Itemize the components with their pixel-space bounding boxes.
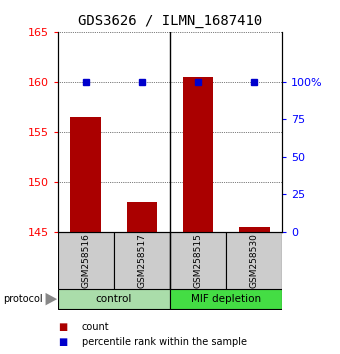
Text: MIF depletion: MIF depletion <box>191 294 261 304</box>
Bar <box>170 289 282 309</box>
Text: GSM258515: GSM258515 <box>193 233 203 288</box>
Text: percentile rank within the sample: percentile rank within the sample <box>82 337 246 347</box>
Bar <box>226 232 282 289</box>
Polygon shape <box>46 293 57 306</box>
Bar <box>126 202 157 232</box>
Bar <box>170 232 226 289</box>
Bar <box>183 77 214 232</box>
Text: ■: ■ <box>58 322 67 332</box>
Title: GDS3626 / ILMN_1687410: GDS3626 / ILMN_1687410 <box>78 14 262 28</box>
Text: ■: ■ <box>58 337 67 347</box>
Bar <box>114 232 170 289</box>
Text: GSM258517: GSM258517 <box>137 233 147 288</box>
Text: GSM258530: GSM258530 <box>250 233 259 288</box>
Text: protocol: protocol <box>3 294 43 304</box>
Bar <box>239 227 270 232</box>
Text: count: count <box>82 322 109 332</box>
Bar <box>58 232 114 289</box>
Text: GSM258516: GSM258516 <box>81 233 90 288</box>
Bar <box>58 289 170 309</box>
Bar <box>70 117 101 232</box>
Text: control: control <box>96 294 132 304</box>
